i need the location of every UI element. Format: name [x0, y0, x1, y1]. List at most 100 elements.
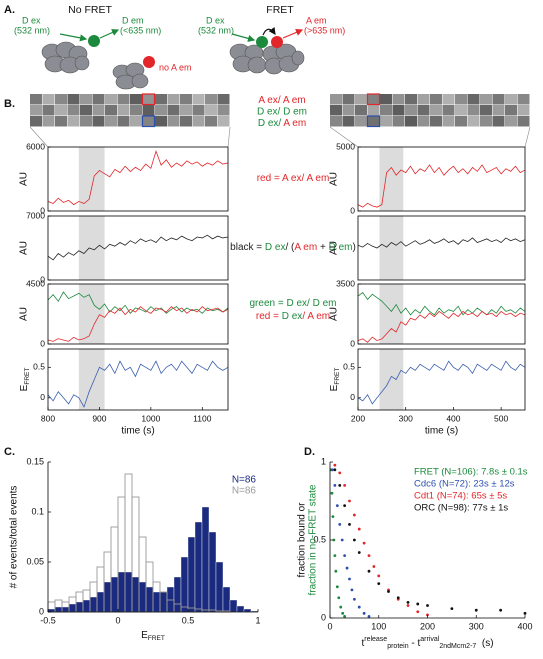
- label: A em: [306, 15, 327, 25]
- data-point: [333, 468, 337, 472]
- image-tile: [205, 116, 217, 127]
- data-point: [340, 538, 344, 542]
- arrows: [59, 27, 304, 42]
- acceptor-dye: [143, 56, 155, 68]
- data-point: [335, 585, 339, 589]
- x-tick-label: 0: [327, 621, 332, 631]
- data-point: [330, 491, 334, 495]
- image-tile: [117, 105, 130, 116]
- image-tile: [455, 94, 467, 105]
- axis-label-part: (s): [476, 638, 493, 649]
- plot-frame: [47, 283, 229, 345]
- mcm-complex: [41, 41, 305, 90]
- histogram-bar: [117, 571, 126, 613]
- axis-label-part: arrival: [420, 636, 440, 643]
- axis-label-main: E: [329, 384, 340, 391]
- annotation-part: / (: [285, 242, 295, 253]
- image-tile: [217, 105, 230, 116]
- zoom-line: [29, 126, 49, 148]
- data-point: [406, 604, 410, 607]
- image-tile: [80, 94, 92, 105]
- axis-label-part: t: [361, 638, 364, 649]
- image-tile: [67, 116, 80, 127]
- histogram-bar: [61, 606, 70, 613]
- annotation-part: black =: [230, 242, 265, 253]
- image-tile: [205, 105, 217, 116]
- image-tile: [217, 94, 230, 105]
- frame-box: [366, 115, 381, 128]
- zoom-line: [524, 126, 531, 148]
- panel-label: B.: [4, 98, 15, 110]
- plot-frame: [357, 146, 526, 212]
- axis-label: EFRET: [329, 368, 342, 392]
- data-point: [338, 484, 342, 487]
- axis-label-part: 2ndMcm2-7: [439, 643, 476, 650]
- data-point: [333, 463, 337, 467]
- image-tile: [392, 105, 405, 116]
- x-tick-label: 200: [420, 621, 435, 631]
- image-tile: [80, 116, 92, 127]
- image-tile: [367, 105, 380, 116]
- x-tick-label: 800: [41, 413, 55, 423]
- x-tick-label: 500: [494, 413, 508, 423]
- data-point: [450, 607, 454, 611]
- data-point: [357, 551, 361, 554]
- y-tick-label: 0.5: [343, 362, 355, 372]
- data-point: [416, 602, 420, 606]
- image-tile: [430, 105, 442, 116]
- annotation-part: D ex/ D em: [257, 106, 307, 117]
- data-point: [331, 468, 334, 472]
- legend-entry: N=86: [232, 475, 257, 486]
- legend-entry: FRET (N=106): 7.8s ± 0.1s: [414, 467, 528, 478]
- image-tile: [180, 116, 192, 127]
- trace-line: [47, 291, 229, 314]
- image-tile: [492, 105, 505, 116]
- image-tile: [442, 116, 455, 127]
- axis-label-sub: FRET: [24, 368, 31, 385]
- annotation: A ex/ A em: [258, 95, 305, 106]
- image-tile: [55, 116, 67, 127]
- frame-box: [141, 93, 156, 106]
- data-point: [337, 596, 341, 600]
- image-tile: [492, 116, 505, 127]
- histogram-bar: [103, 581, 112, 613]
- image-tile: [392, 94, 405, 105]
- image-tile: [55, 94, 67, 105]
- axis-label: AU: [19, 241, 30, 255]
- y-tick-label: 6000: [26, 141, 45, 151]
- histogram-bar: [110, 576, 119, 613]
- histogram-bar: [131, 576, 140, 613]
- y-tick-label: 4500: [26, 278, 45, 288]
- plot-frame: [47, 348, 229, 411]
- image-tile: [417, 105, 430, 116]
- data-point: [343, 504, 347, 508]
- image-tile: [505, 105, 517, 116]
- image-tile: [455, 116, 467, 127]
- trace-line: [357, 360, 526, 405]
- image-tile: [442, 94, 455, 105]
- image-tile: [105, 105, 117, 116]
- x-tick-label: 1000: [141, 413, 160, 423]
- zoom-line: [227, 126, 231, 148]
- legend-entry: N=86: [232, 486, 257, 497]
- plot-frame: [357, 283, 526, 345]
- x-tick-label: 400: [446, 413, 460, 423]
- x-tick-label: 200: [351, 413, 365, 423]
- image-tile: [142, 105, 155, 116]
- highlight-band: [379, 147, 404, 211]
- label: D em: [122, 15, 144, 25]
- data-point: [343, 554, 347, 557]
- data-point: [343, 615, 347, 618]
- image-tile: [417, 116, 430, 127]
- acceptor-dye: [271, 36, 283, 48]
- legend-entry: ORC (N=98): 77s ± 1s: [414, 503, 508, 514]
- y-tick-label: 0.5: [33, 362, 45, 372]
- image-tile: [130, 116, 142, 127]
- label: (532 nm): [14, 25, 50, 35]
- annotation-part: A ex/ A em: [258, 95, 305, 106]
- image-tile: [217, 116, 230, 127]
- annotation-part: ): [352, 242, 355, 253]
- image-tile: [517, 105, 530, 116]
- data-point: [345, 566, 349, 570]
- data-point: [367, 569, 371, 573]
